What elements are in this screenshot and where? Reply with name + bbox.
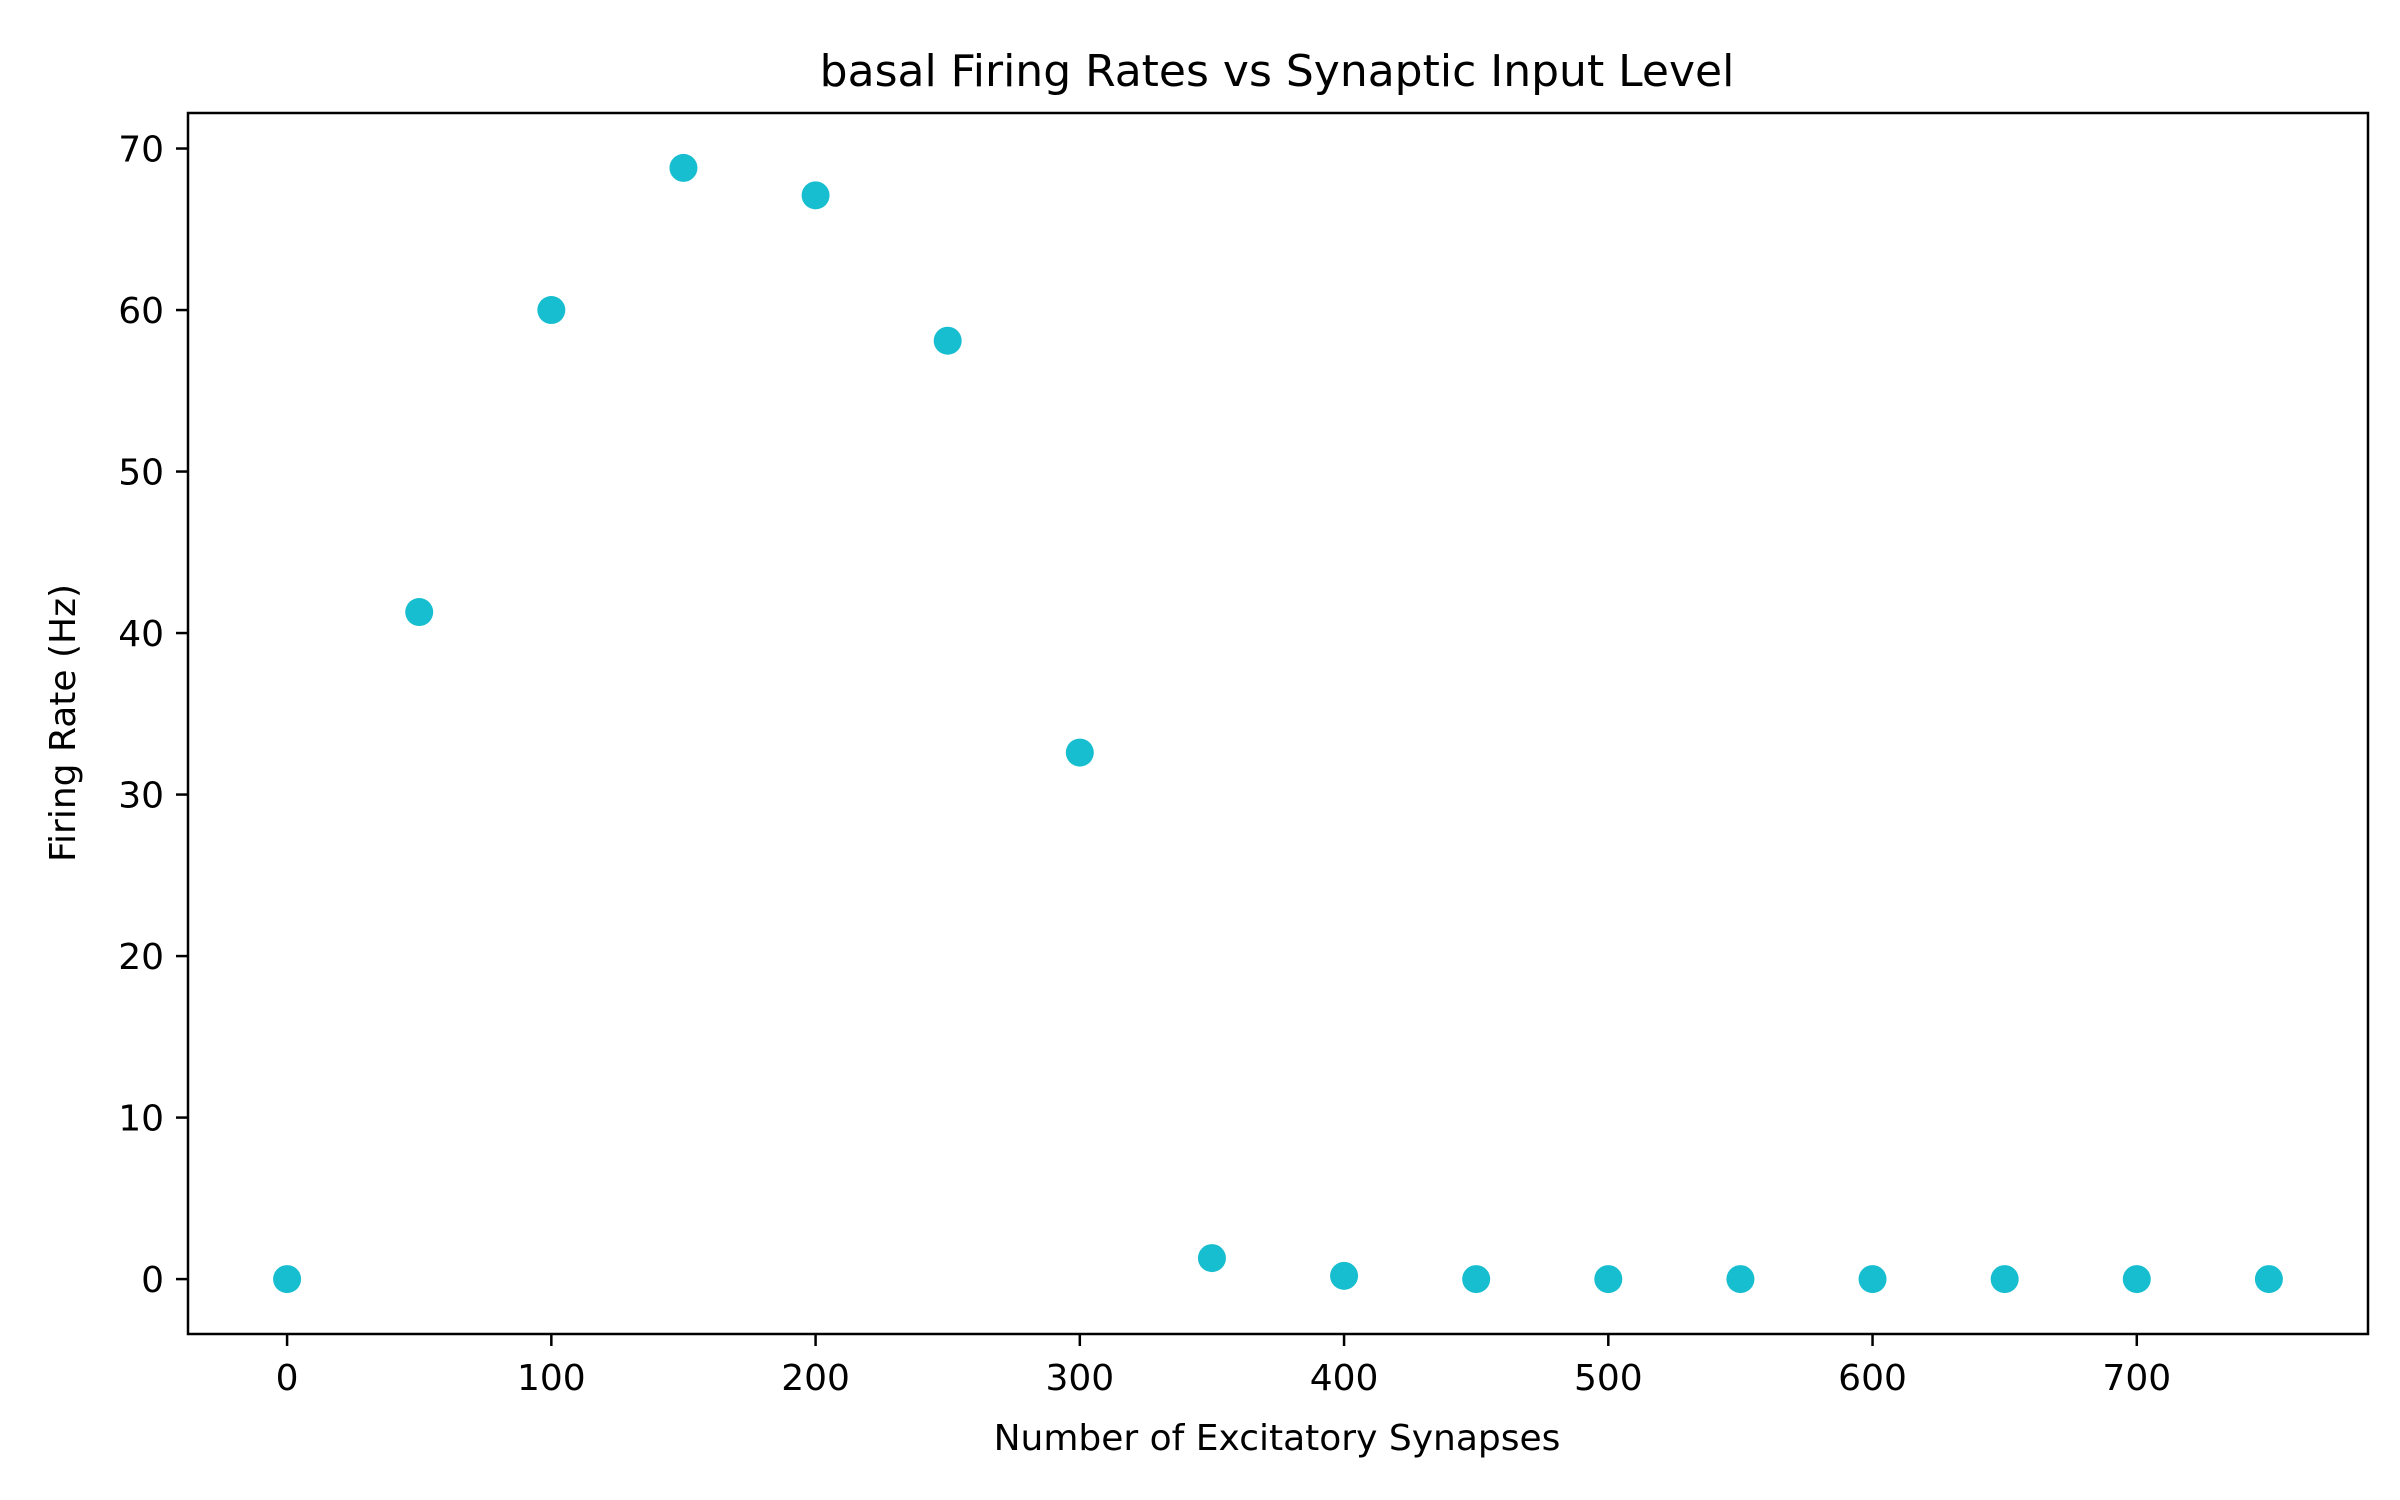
data-points [273, 153, 2283, 1294]
x-tick-label-4: 400 [1310, 1358, 1379, 1399]
x-tick-label-6: 600 [1838, 1358, 1907, 1399]
y-tick-label-0: 0 [141, 1260, 164, 1301]
y-tick-label-7: 70 [118, 130, 164, 171]
y-tick-label-1: 10 [118, 1099, 164, 1140]
x-tick-label-2: 200 [781, 1358, 850, 1399]
x-tick-label-7: 700 [2102, 1358, 2171, 1399]
chart-title: basal Firing Rates vs Synaptic Input Lev… [820, 46, 1735, 97]
data-point-0-15 [2254, 1265, 2283, 1294]
data-point-0-7 [1197, 1244, 1226, 1273]
x-tick-label-0: 0 [276, 1358, 299, 1399]
y-tick-label-5: 50 [118, 453, 164, 494]
x-tick-label-3: 300 [1045, 1358, 1114, 1399]
y-tick-label-4: 40 [118, 614, 164, 655]
data-point-0-14 [2122, 1265, 2151, 1294]
data-point-0-0 [273, 1265, 302, 1294]
x-axis-label: Number of Excitatory Synapses [994, 1418, 1561, 1459]
data-point-0-5 [933, 326, 962, 355]
data-point-0-8 [1330, 1261, 1359, 1290]
y-tick-label-6: 60 [118, 291, 164, 332]
x-tick-label-5: 500 [1574, 1358, 1643, 1399]
data-point-0-4 [801, 181, 830, 210]
y-axis-label: Firing Rate (Hz) [43, 584, 84, 862]
plot-area [186, 111, 2370, 1336]
data-point-0-13 [1990, 1265, 2019, 1294]
data-point-0-2 [537, 296, 566, 325]
x-tick-label-1: 100 [517, 1358, 586, 1399]
y-axis: 0 10 20 30 40 50 60 70 [118, 130, 188, 1301]
data-point-0-6 [1065, 738, 1094, 767]
data-point-0-9 [1462, 1265, 1491, 1294]
data-point-0-12 [1858, 1265, 1887, 1294]
y-tick-label-2: 20 [118, 937, 164, 978]
data-point-0-10 [1594, 1265, 1623, 1294]
x-axis: 0 100 200 300 400 500 600 700 [276, 1334, 2171, 1399]
data-point-0-3 [669, 153, 698, 182]
data-point-0-11 [1726, 1265, 1755, 1294]
y-tick-label-3: 30 [118, 776, 164, 817]
data-point-0-1 [405, 598, 434, 627]
